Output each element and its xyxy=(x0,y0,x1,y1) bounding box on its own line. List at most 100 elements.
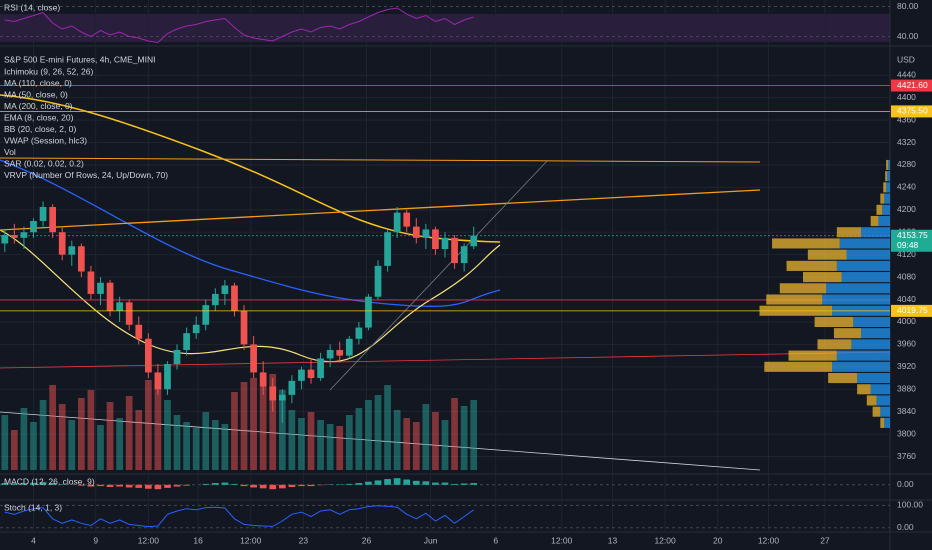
volume-bar xyxy=(336,426,344,470)
volume-bar xyxy=(192,428,200,470)
profile-up xyxy=(861,227,890,238)
volume-bar xyxy=(365,400,372,470)
profile-up xyxy=(878,215,890,227)
marks xyxy=(0,7,890,528)
profile-down xyxy=(870,215,879,227)
y-tick-label: 40.00 xyxy=(897,31,919,41)
volume-bar xyxy=(374,395,382,470)
indicator-label: MA (200, close, 0) xyxy=(4,101,73,111)
candle-body xyxy=(30,221,37,233)
countdown: 09:48 xyxy=(897,240,919,250)
candle-body xyxy=(460,246,468,264)
y-tick-label: 3840 xyxy=(897,406,916,416)
price-label-box xyxy=(891,105,932,118)
volume-bar xyxy=(326,424,334,470)
volume-bar xyxy=(451,398,458,470)
candle-body xyxy=(307,369,315,379)
profile-down xyxy=(788,350,837,361)
candle-body xyxy=(412,226,420,238)
macd-histogram xyxy=(202,483,210,485)
profile-down xyxy=(786,260,837,271)
profile-up xyxy=(884,193,890,204)
volume-bar xyxy=(39,400,47,470)
candle-body xyxy=(298,369,305,381)
rsi-line xyxy=(4,7,474,44)
macd-histogram xyxy=(231,483,238,485)
profile-down xyxy=(766,294,823,305)
price-label-box xyxy=(891,229,932,252)
profile-up xyxy=(836,260,890,271)
candle-body xyxy=(336,350,344,356)
candle-body xyxy=(58,232,66,255)
macd-histogram xyxy=(154,484,162,490)
profile-up xyxy=(888,159,890,170)
candle-body xyxy=(183,333,190,350)
profile-up xyxy=(882,204,890,215)
candle-body xyxy=(403,212,411,227)
profile-up xyxy=(853,316,890,328)
profile-down xyxy=(803,272,842,283)
volume-bar xyxy=(144,380,152,470)
indicator-label: MA (50, close, 0) xyxy=(4,89,68,99)
volume-bar xyxy=(125,396,133,470)
candle-body xyxy=(288,380,296,395)
volume-bar xyxy=(470,400,478,470)
y-tick-label: 3800 xyxy=(897,428,916,438)
volume-bar xyxy=(173,415,181,470)
indicator-label: SAR (0.02, 0.02, 0.2) xyxy=(4,158,84,168)
y-tick-label: 4360 xyxy=(897,114,916,124)
macd-histogram xyxy=(221,482,229,485)
volume-bar xyxy=(58,404,66,470)
volume-bar xyxy=(422,404,430,470)
y-tick-label: 4320 xyxy=(897,137,916,147)
volume-bar xyxy=(288,410,296,470)
profile-down xyxy=(885,171,888,182)
indicator-label: BB (20, close, 2, 0) xyxy=(4,124,76,134)
volume-bar xyxy=(384,385,391,470)
volume-bar xyxy=(183,422,190,470)
volume-bar xyxy=(202,412,210,470)
x-tick-label: 27 xyxy=(820,535,830,545)
profile-up xyxy=(846,249,890,260)
volume-bar xyxy=(77,398,85,470)
candle-body xyxy=(106,282,114,311)
y-tick-label: 4040 xyxy=(897,294,916,304)
macd-histogram xyxy=(87,484,95,487)
y-tick-label: 4200 xyxy=(897,204,916,214)
profile-up xyxy=(876,395,890,406)
volume-bar xyxy=(211,420,219,470)
candle-body xyxy=(326,350,334,359)
y-tick-label: 3760 xyxy=(897,451,916,461)
price-label: 4421.60 xyxy=(897,80,928,90)
profile-up xyxy=(832,361,890,372)
volume-bar xyxy=(135,410,143,470)
macd-histogram xyxy=(460,483,468,485)
profile-up xyxy=(887,171,890,182)
volume-bar xyxy=(298,418,305,470)
candle-body xyxy=(269,386,277,401)
macd-histogram xyxy=(97,484,104,487)
candle-body xyxy=(211,293,219,306)
x-tick-label: 6 xyxy=(493,535,498,545)
profile-down xyxy=(814,316,854,328)
y-tick-label: 4000 xyxy=(897,316,916,326)
macd-histogram xyxy=(77,484,85,486)
y-tick-label: 3920 xyxy=(897,361,916,371)
currency: USD xyxy=(897,54,915,64)
volume-bar xyxy=(87,390,95,470)
candle-body xyxy=(422,229,430,238)
macd-histogram xyxy=(135,484,143,488)
volume-bar xyxy=(1,415,9,470)
volume-bar xyxy=(317,420,324,470)
candle-body xyxy=(68,246,76,255)
price-label-box xyxy=(891,304,932,317)
trend-line xyxy=(0,189,761,231)
macd-histogram xyxy=(307,484,315,487)
x-tick-label: 12:00 xyxy=(138,535,160,545)
volume-bar xyxy=(221,424,229,470)
candle-body xyxy=(173,350,181,365)
profile-down xyxy=(764,361,832,372)
candle-body xyxy=(317,358,324,379)
candle-body xyxy=(87,271,95,294)
